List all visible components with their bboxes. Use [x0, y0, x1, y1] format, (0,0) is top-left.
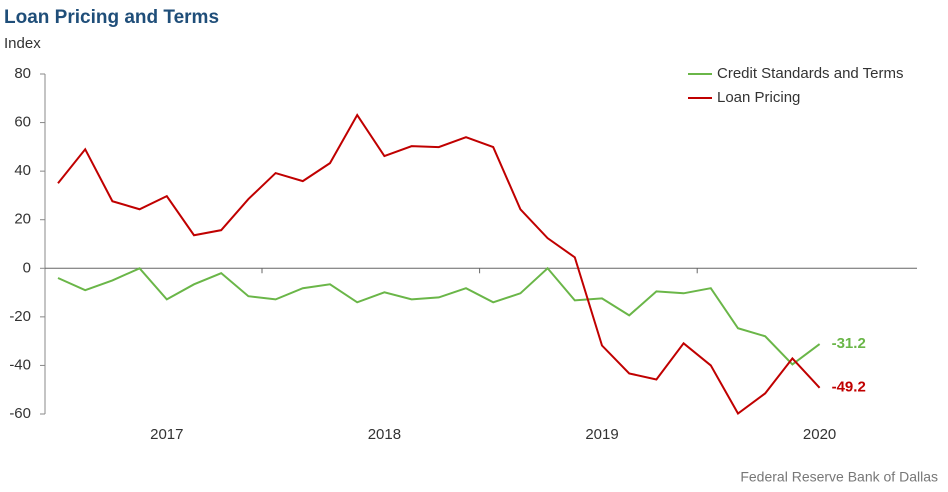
legend-label: Loan Pricing	[717, 89, 800, 106]
end-label: -49.2	[832, 379, 866, 396]
y-axis-label: Index	[4, 35, 41, 52]
y-tick-label: -40	[9, 356, 31, 373]
line	[57, 266, 821, 366]
y-tick-label: 60	[14, 114, 31, 131]
legend-label: Credit Standards and Terms	[717, 65, 903, 82]
x-tick-label: 2019	[585, 426, 618, 443]
y-tick-label: -60	[9, 405, 31, 422]
y-tick-label: 0	[23, 259, 31, 276]
y-tick-label: 80	[14, 65, 31, 82]
y-tick-label: -20	[9, 308, 31, 325]
end-label: -31.2	[832, 335, 866, 352]
chart-title: Loan Pricing and Terms	[4, 7, 219, 28]
x-tick-label: 2018	[368, 426, 401, 443]
y-tick-label: 40	[14, 162, 31, 179]
line	[57, 113, 821, 415]
y-tick-label: 20	[14, 211, 31, 228]
x-tick-label: 2017	[150, 426, 183, 443]
source: Federal Reserve Bank of Dallas	[740, 469, 938, 485]
x-tick-label: 2020	[803, 426, 836, 443]
